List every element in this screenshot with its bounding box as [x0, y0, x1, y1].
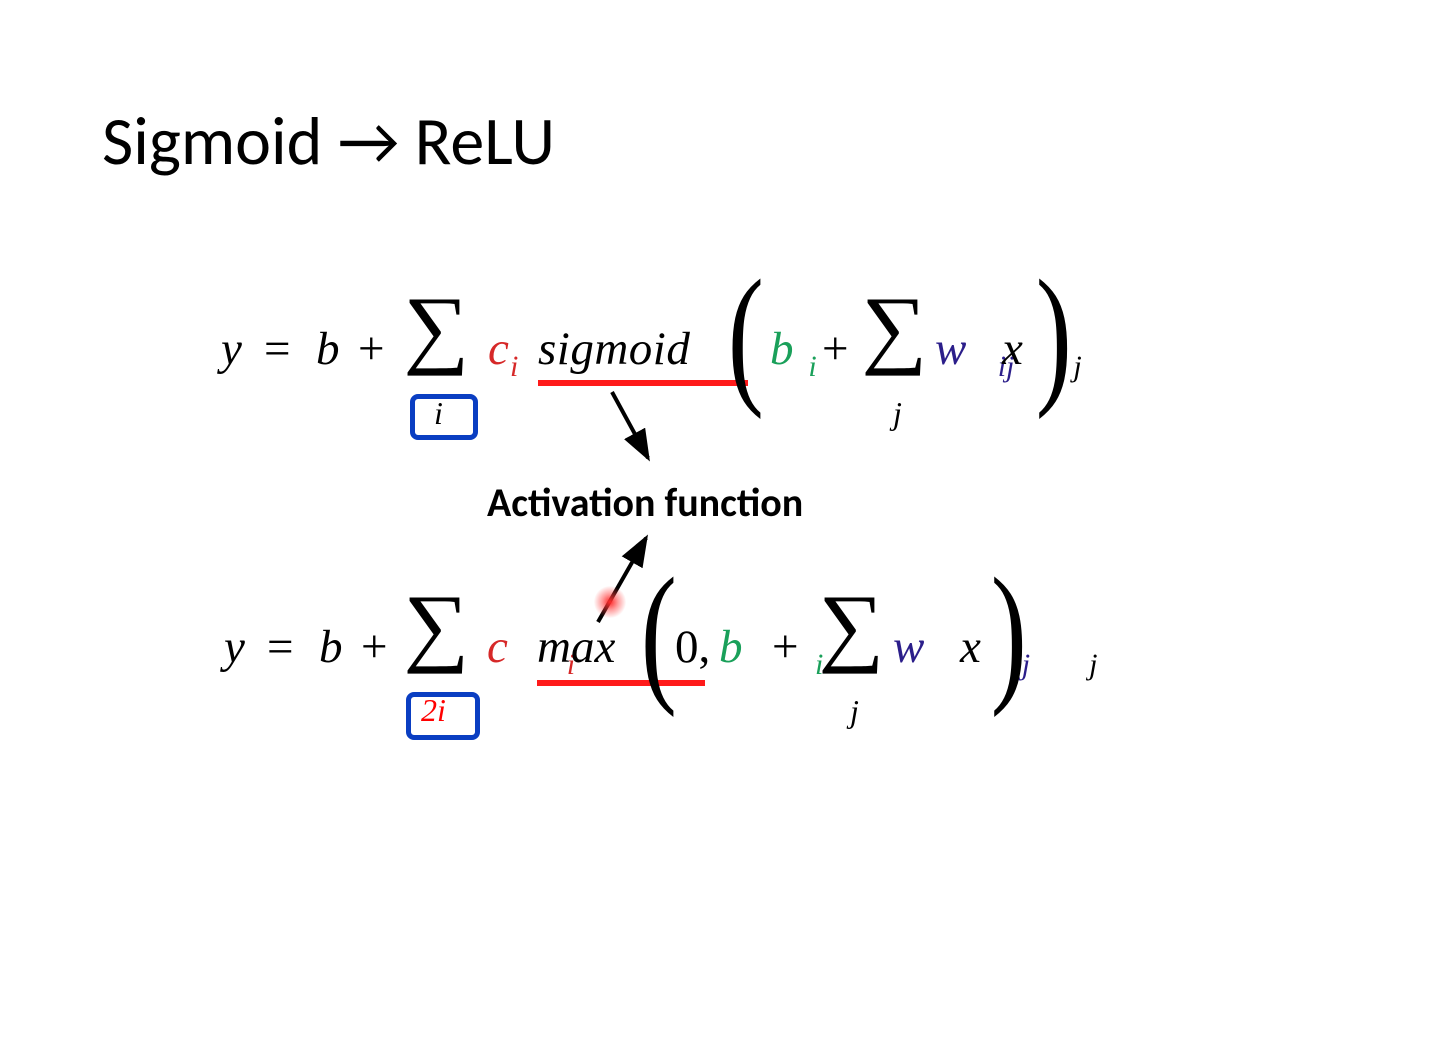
- eq2-x: x: [960, 620, 981, 674]
- eq1-plus2: +: [822, 322, 849, 376]
- eq2-plus2: +: [772, 620, 799, 674]
- eq1-c-sub: i: [510, 350, 518, 383]
- eq2-x-sub: j: [1089, 648, 1097, 681]
- eq2-red-underline: [537, 680, 705, 688]
- eq2-w: w: [893, 620, 924, 674]
- eq1-plus: +: [358, 322, 385, 376]
- eq1-c: c: [488, 322, 509, 376]
- eq1-sigma2-sub: j: [893, 395, 902, 432]
- arrow-sigmoid-to-label: [600, 388, 680, 468]
- eq2-sigma2: ∑: [818, 576, 884, 677]
- eq2-c: c: [487, 620, 508, 674]
- eq2-equals: =: [267, 620, 294, 674]
- eq1-w: w: [935, 322, 966, 376]
- eq1-sigma: ∑: [403, 278, 469, 379]
- eq2-zero: 0,: [675, 620, 710, 674]
- eq2-rparen: ): [991, 543, 1027, 722]
- eq2-plus: +: [361, 620, 388, 674]
- eq1-bi-sub: i: [808, 350, 816, 383]
- laser-pointer-icon: [594, 586, 626, 618]
- eq1-sigmoid: sigmoid: [538, 322, 690, 376]
- eq2-sigma: ∑: [403, 576, 469, 677]
- eq1-x-sub: j: [1073, 350, 1081, 383]
- eq2-max: max: [537, 620, 615, 674]
- eq2-lparen: (: [641, 543, 677, 722]
- eq1-rparen: ): [1036, 245, 1072, 424]
- eq1-bi: b: [770, 322, 794, 376]
- eq1-x: x: [1002, 322, 1023, 376]
- eq1-sigma2: ∑: [861, 278, 927, 379]
- slide-title: Sigmoid → ReLU: [102, 100, 555, 183]
- eq1-b: b: [316, 322, 340, 376]
- eq2-bi: b: [719, 620, 743, 674]
- eq1-y: y: [221, 322, 242, 376]
- eq1-red-underline: [538, 380, 748, 388]
- eq1-equals: =: [264, 322, 291, 376]
- eq2-b: b: [319, 620, 343, 674]
- activation-function-label: Activation function: [487, 478, 803, 527]
- eq2-y: y: [224, 620, 245, 674]
- eq1-lparen: (: [728, 245, 764, 424]
- eq2-sigma2-sub: j: [850, 693, 859, 730]
- eq2-bluebox: [406, 692, 480, 740]
- eq1-bluebox: [410, 394, 478, 440]
